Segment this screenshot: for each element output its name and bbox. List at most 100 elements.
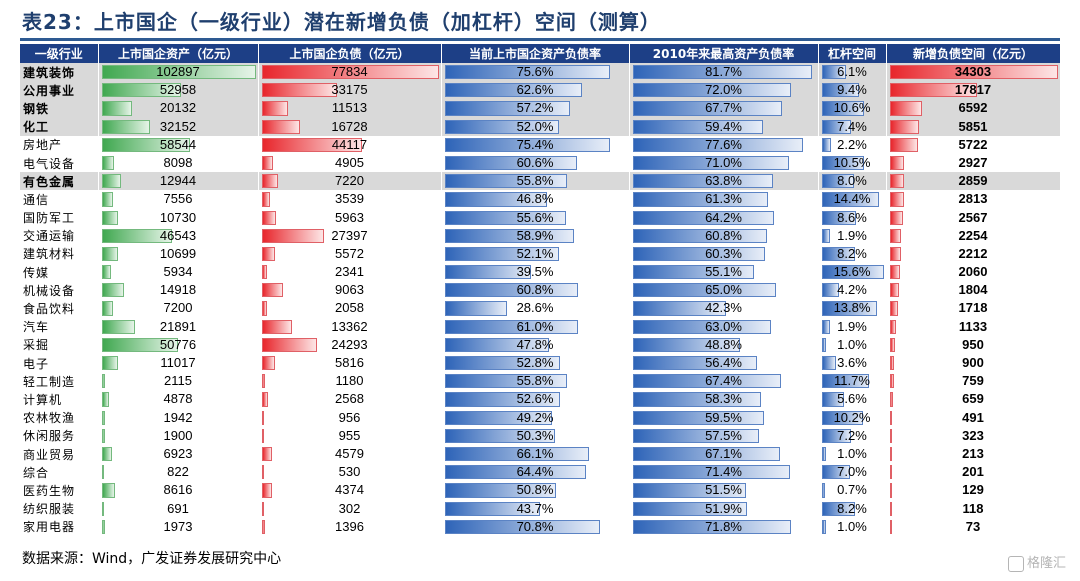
- current-ratio-cell-value: 75.4%: [516, 136, 554, 152]
- new-debt-cell-bar: [889, 428, 892, 443]
- liabilities-cell: 44117: [258, 135, 442, 154]
- current-ratio-cell-bar: [444, 119, 559, 134]
- new-debt-cell: 2567: [886, 208, 1061, 227]
- new-debt-cell: 2859: [886, 172, 1061, 191]
- current-ratio-cell-bar: [444, 519, 600, 534]
- liabilities-cell-bar: [261, 137, 362, 152]
- leverage-space-cell: 11.7%: [818, 372, 887, 391]
- assets-cell-bar: [101, 501, 104, 516]
- new-debt-cell-bar: [889, 210, 903, 225]
- new-debt-cell-bar: [889, 119, 919, 134]
- leverage-space-cell-value: 6.1%: [837, 64, 867, 79]
- assets-cell-bar: [101, 410, 105, 425]
- current-ratio-cell-bar: [444, 428, 555, 443]
- liabilities-cell-bar: [261, 319, 292, 334]
- liabilities-cell: 7220: [258, 172, 442, 191]
- current-ratio-cell: 39.5%: [441, 263, 630, 282]
- assets-cell-bar: [101, 465, 104, 480]
- table-row: 电子 11017 5816 52.8% 56.4% 3.6% 900: [20, 354, 1061, 373]
- leverage-space-cell-value: 1.9%: [837, 318, 867, 334]
- new-debt-cell-value: 491: [962, 409, 984, 425]
- leverage-space-cell: 1.0%: [818, 444, 887, 464]
- table-row: 汽车 21891 13362 61.0% 63.0% 1.9% 1133: [20, 317, 1061, 336]
- assets-cell: 10730: [98, 208, 259, 227]
- new-debt-cell-value: 950: [962, 336, 984, 352]
- max-ratio-cell-bar: [632, 319, 771, 334]
- assets-cell-value: 10730: [159, 209, 197, 225]
- assets-cell-bar: [101, 283, 124, 298]
- assets-cell-value: 7200: [163, 300, 193, 316]
- new-debt-cell: 1804: [886, 281, 1061, 300]
- max-ratio-cell: 51.9%: [629, 499, 819, 518]
- new-debt-cell: 759: [886, 372, 1061, 391]
- leverage-space-cell-bar: [821, 410, 863, 425]
- liabilities-cell-bar: [261, 301, 267, 316]
- current-ratio-cell-value: 58.9%: [516, 227, 554, 243]
- liabilities-cell: 530: [258, 463, 442, 482]
- max-ratio-cell: 77.6%: [629, 135, 819, 154]
- liabilities-cell-value: 9063: [335, 282, 364, 298]
- max-ratio-cell-value: 60.3%: [705, 245, 742, 261]
- current-ratio-cell-bar: [444, 356, 560, 371]
- max-ratio-cell-value: 81.7%: [705, 64, 742, 79]
- assets-cell-bar: [101, 83, 181, 98]
- assets-cell: 4878: [98, 390, 259, 409]
- current-ratio-cell-bar: [444, 301, 507, 316]
- current-ratio-cell: 47.8%: [441, 335, 630, 354]
- new-debt-cell: 5851: [886, 117, 1061, 136]
- assets-cell: 52958: [98, 81, 259, 100]
- new-debt-cell-value: 759: [962, 373, 984, 389]
- assets-cell-value: 14918: [159, 282, 197, 298]
- new-debt-cell: 950: [886, 335, 1061, 354]
- liabilities-cell: 4579: [258, 444, 442, 464]
- table-row: 采掘 50776 24293 47.8% 48.8% 1.0% 950: [20, 335, 1061, 354]
- new-debt-cell-bar: [889, 301, 898, 316]
- new-debt-cell: 213: [886, 444, 1061, 464]
- leverage-space-cell: 7.4%: [818, 117, 887, 136]
- current-ratio-cell: 52.8%: [441, 354, 630, 373]
- liabilities-cell: 13362: [258, 317, 442, 336]
- assets-cell-value: 21891: [159, 318, 197, 334]
- assets-cell-bar: [101, 319, 135, 334]
- max-ratio-cell-value: 71.4%: [705, 464, 742, 480]
- leverage-space-cell: 3.6%: [818, 354, 887, 373]
- new-debt-cell-value: 2567: [958, 209, 988, 225]
- new-debt-cell-value: 900: [962, 355, 984, 370]
- new-debt-cell-value: 6592: [958, 100, 988, 116]
- liabilities-cell-value: 5816: [335, 355, 364, 370]
- current-ratio-cell-value: 46.8%: [516, 191, 554, 207]
- max-ratio-cell: 59.5%: [629, 408, 819, 427]
- leverage-space-cell-value: 13.8%: [833, 300, 871, 316]
- current-ratio-cell: 64.4%: [441, 463, 630, 482]
- liabilities-cell-bar: [261, 83, 337, 98]
- current-ratio-cell-bar: [444, 83, 582, 98]
- assets-cell: 5934: [98, 263, 259, 282]
- leverage-space-cell-bar: [821, 483, 825, 498]
- current-ratio-cell-value: 52.8%: [516, 355, 554, 370]
- current-ratio-cell: 60.8%: [441, 281, 630, 300]
- table-row: 电气设备 8098 4905 60.6% 71.0% 10.5% 2927: [20, 153, 1061, 173]
- new-debt-cell: 2060: [886, 263, 1061, 282]
- liabilities-cell-value: 16728: [331, 118, 368, 134]
- leverage-space-cell-bar: [821, 228, 830, 243]
- liabilities-cell: 2341: [258, 263, 442, 282]
- new-debt-cell: 1718: [886, 299, 1061, 318]
- leverage-space-cell-bar: [821, 155, 864, 171]
- max-ratio-cell-value: 67.1%: [705, 445, 742, 461]
- max-ratio-cell-value: 72.0%: [705, 82, 742, 98]
- max-ratio-cell-bar: [632, 155, 789, 171]
- new-debt-cell: 2927: [886, 153, 1061, 173]
- new-debt-cell-bar: [889, 356, 894, 371]
- leverage-space-cell-value: 0.7%: [837, 482, 867, 498]
- new-debt-cell-bar: [889, 83, 977, 98]
- leverage-space-cell-bar: [821, 174, 854, 189]
- new-debt-cell-value: 1133: [958, 318, 988, 334]
- max-ratio-cell-value: 63.8%: [705, 173, 742, 189]
- current-ratio-cell-bar: [444, 65, 610, 80]
- max-ratio-cell-bar: [632, 174, 773, 189]
- current-ratio-cell-bar: [444, 192, 547, 207]
- liabilities-cell: 16728: [258, 117, 442, 136]
- assets-cell-value: 1942: [163, 409, 193, 425]
- industry-cell: 农林牧渔: [20, 408, 99, 427]
- industry-cell: 建筑材料: [20, 244, 99, 264]
